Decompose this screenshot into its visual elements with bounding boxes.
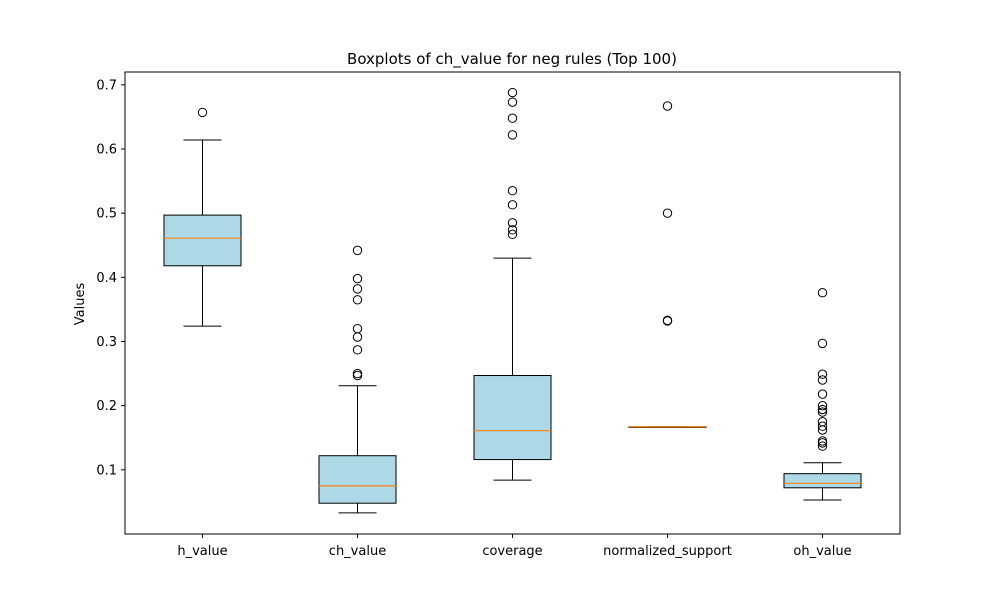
outlier-point <box>507 97 518 107</box>
x-tick-label: normalized_support <box>603 544 732 559</box>
x-tick-label: ch_value <box>329 544 386 559</box>
outlier-point <box>662 208 673 218</box>
outlier-point <box>817 369 828 379</box>
outlier-point <box>352 368 363 379</box>
outlier-point <box>817 389 828 399</box>
outlier-point <box>817 441 828 451</box>
box-group-normalized_support <box>628 101 707 428</box>
outlier-point <box>507 229 518 240</box>
box-iqr <box>318 455 397 504</box>
x-tick-label: coverage <box>482 544 542 559</box>
outlier-point <box>507 130 518 140</box>
outlier-point <box>817 288 828 298</box>
outlier-point <box>662 315 673 326</box>
y-axis-title: Values <box>73 283 88 326</box>
y-tick-label: 0.6 <box>96 143 117 158</box>
y-tick-label: 0.5 <box>96 207 117 222</box>
y-tick-label: 0.1 <box>96 463 117 478</box>
y-tick-label: 0.2 <box>96 399 117 414</box>
box-iqr <box>473 375 552 461</box>
outlier-point <box>352 284 363 294</box>
x-tick-label: h_value <box>177 544 227 559</box>
outlier-point <box>507 225 518 235</box>
outlier-point <box>817 375 828 385</box>
box-group-oh_value <box>783 288 862 501</box>
outlier-point <box>197 107 208 118</box>
outlier-point <box>352 345 363 355</box>
chart-title: Boxplots of ch_value for neg rules (Top … <box>347 50 677 69</box>
outlier-point <box>352 332 363 342</box>
outlier-point <box>817 417 828 427</box>
outlier-point <box>352 273 363 284</box>
outlier-point <box>817 400 828 411</box>
plot-frame <box>124 71 901 535</box>
outlier-point <box>507 200 518 210</box>
outlier-point <box>352 245 363 256</box>
outlier-point <box>352 370 363 381</box>
y-tick-label: 0.3 <box>96 335 117 350</box>
outlier-point <box>817 404 828 415</box>
box-iqr <box>163 214 242 267</box>
outlier-point <box>817 421 828 431</box>
x-tick-label: oh_value <box>793 544 851 559</box>
outlier-point <box>507 186 518 196</box>
outlier-point <box>817 338 828 349</box>
box-group-h_value <box>163 107 242 327</box>
outlier-point <box>507 113 518 123</box>
outlier-point <box>507 87 518 98</box>
outlier-point <box>662 101 673 111</box>
outlier-point <box>352 295 363 305</box>
outlier-point <box>352 323 363 334</box>
outlier-point <box>817 407 828 417</box>
box-group-coverage <box>473 87 552 481</box>
outlier-point <box>507 218 518 228</box>
y-tick-label: 0.4 <box>96 271 117 286</box>
y-tick-label: 0.7 <box>96 78 117 93</box>
outlier-point <box>817 436 828 446</box>
box-iqr <box>783 473 862 489</box>
box-group-ch_value <box>318 245 397 514</box>
